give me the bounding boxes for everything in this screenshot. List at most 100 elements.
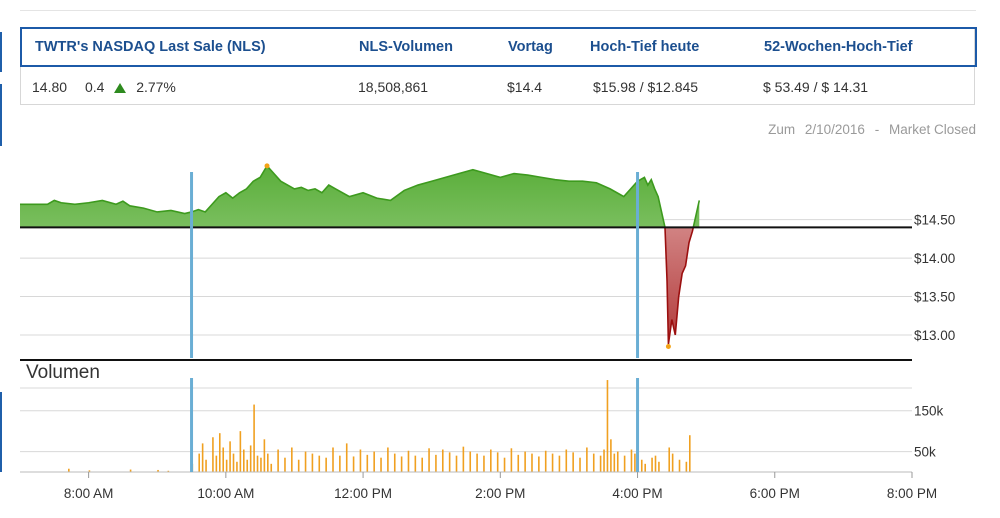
volume-bar: [380, 457, 382, 472]
volume-bar: [510, 448, 513, 472]
price-tick-label: $14.50: [914, 213, 955, 228]
chart-date: 2/10/2016: [804, 122, 865, 137]
volume-bar: [599, 455, 602, 472]
volume-bar: [634, 453, 636, 472]
volume-bar: [490, 449, 492, 472]
day-high-marker: [264, 163, 270, 169]
volume-bar: [277, 449, 279, 472]
volume-bar: [441, 449, 444, 472]
quote-summary-panel: TWTR's NASDAQ Last Sale (NLS) NLS-Volume…: [20, 27, 977, 105]
volume-bar: [685, 461, 688, 472]
volume-bar: [243, 449, 245, 472]
volume-bar: [222, 447, 225, 472]
volume-bar: [393, 453, 396, 472]
volume-bar: [651, 457, 653, 472]
volume-bar: [483, 455, 485, 472]
prev-close-header: Vortag: [508, 39, 553, 55]
volume-bar: [201, 443, 204, 472]
volume-bar: [225, 459, 228, 472]
volume-bar: [503, 457, 506, 472]
symbol-header: TWTR's NASDAQ Last Sale (NLS): [35, 39, 266, 55]
volume-bar: [623, 455, 626, 472]
volume-bar: [435, 454, 437, 472]
day-range-header: Hoch-Tief heute: [590, 39, 700, 55]
volume-bar: [157, 469, 159, 472]
volume-bar: [167, 470, 170, 472]
volume-bar: [668, 447, 671, 472]
last-price: 14.80: [32, 79, 68, 95]
left-accent-segment: [0, 32, 2, 72]
price-change-percent: 2.77%: [136, 79, 176, 95]
volume-bar: [332, 447, 334, 472]
volume-bar: [263, 439, 266, 472]
volume-tick-label: 150k: [914, 404, 944, 419]
volume-bar: [236, 461, 238, 472]
volume-bar: [215, 455, 218, 472]
volume-tick-label: 50k: [914, 445, 936, 460]
volume-bar: [462, 446, 465, 472]
volume-bar: [658, 461, 660, 472]
price-area-up: [20, 165, 700, 228]
volume-bar: [592, 453, 595, 472]
volume-bar: [455, 455, 458, 472]
volume-bar: [538, 456, 540, 472]
volume-bar: [339, 455, 341, 472]
volume-bar: [551, 453, 554, 472]
volume-bar: [517, 454, 520, 472]
volume-bar: [311, 453, 314, 472]
volume-bar: [373, 451, 375, 472]
volume-bar: [565, 449, 568, 472]
volume-bar: [400, 456, 403, 472]
volume-bar: [205, 459, 207, 472]
time-tick-label: 2:00 PM: [475, 486, 525, 501]
volume-panel-title: Volumen: [26, 362, 100, 383]
volume-bar: [610, 439, 612, 472]
volume-bar: [352, 456, 355, 472]
time-tick-label: 10:00 AM: [197, 486, 254, 501]
left-accent-segment: [0, 392, 2, 472]
volume-bar: [606, 380, 609, 472]
volume-bar: [249, 445, 252, 472]
chart-status-line: Zum 2/10/2016 - Market Closed: [762, 122, 976, 137]
volume-bar: [256, 455, 259, 472]
volume-bar: [297, 459, 300, 472]
volume-bar: [671, 453, 674, 472]
volume-bar: [291, 447, 293, 472]
time-tick-label: 8:00 AM: [64, 486, 114, 501]
volume-bar: [586, 447, 588, 472]
week52-range-value: $ 53.49 / $ 14.31: [763, 79, 869, 95]
volume-bar: [304, 451, 307, 472]
volume-bar: [68, 468, 70, 472]
status-separator: -: [874, 122, 880, 137]
volume-bar: [689, 435, 691, 472]
volume-bar: [267, 453, 269, 472]
volume-bar: [603, 449, 605, 472]
volume-bar: [572, 452, 574, 472]
volume-bar: [387, 447, 389, 472]
price-tick-label: $13.00: [914, 328, 955, 343]
volume-bar: [260, 457, 262, 472]
volume-header: NLS-Volumen: [359, 39, 453, 55]
left-accent-rule: [0, 0, 2, 518]
left-accent-segment: [0, 84, 2, 146]
volume-bar: [359, 449, 362, 472]
price-change: 0.4: [84, 79, 105, 95]
price-change-cell: 14.80 0.4 2.77%: [32, 79, 176, 95]
time-tick-label: 6:00 PM: [750, 486, 800, 501]
up-arrow-icon: [114, 83, 127, 93]
volume-bar: [88, 470, 91, 472]
volume-bar: [524, 451, 526, 472]
volume-bar: [654, 455, 657, 472]
volume-bar: [239, 431, 242, 472]
volume-bar: [531, 453, 533, 472]
volume-bar: [325, 457, 327, 472]
time-tick-label: 8:00 PM: [887, 486, 937, 501]
volume-bar: [218, 433, 221, 472]
prev-close-value: $14.4: [507, 79, 543, 95]
volume-bar: [616, 451, 619, 472]
zoom-label[interactable]: Zum: [768, 122, 796, 137]
time-tick-label: 4:00 PM: [612, 486, 662, 501]
volume-bar: [421, 457, 423, 472]
volume-bar: [630, 449, 633, 472]
